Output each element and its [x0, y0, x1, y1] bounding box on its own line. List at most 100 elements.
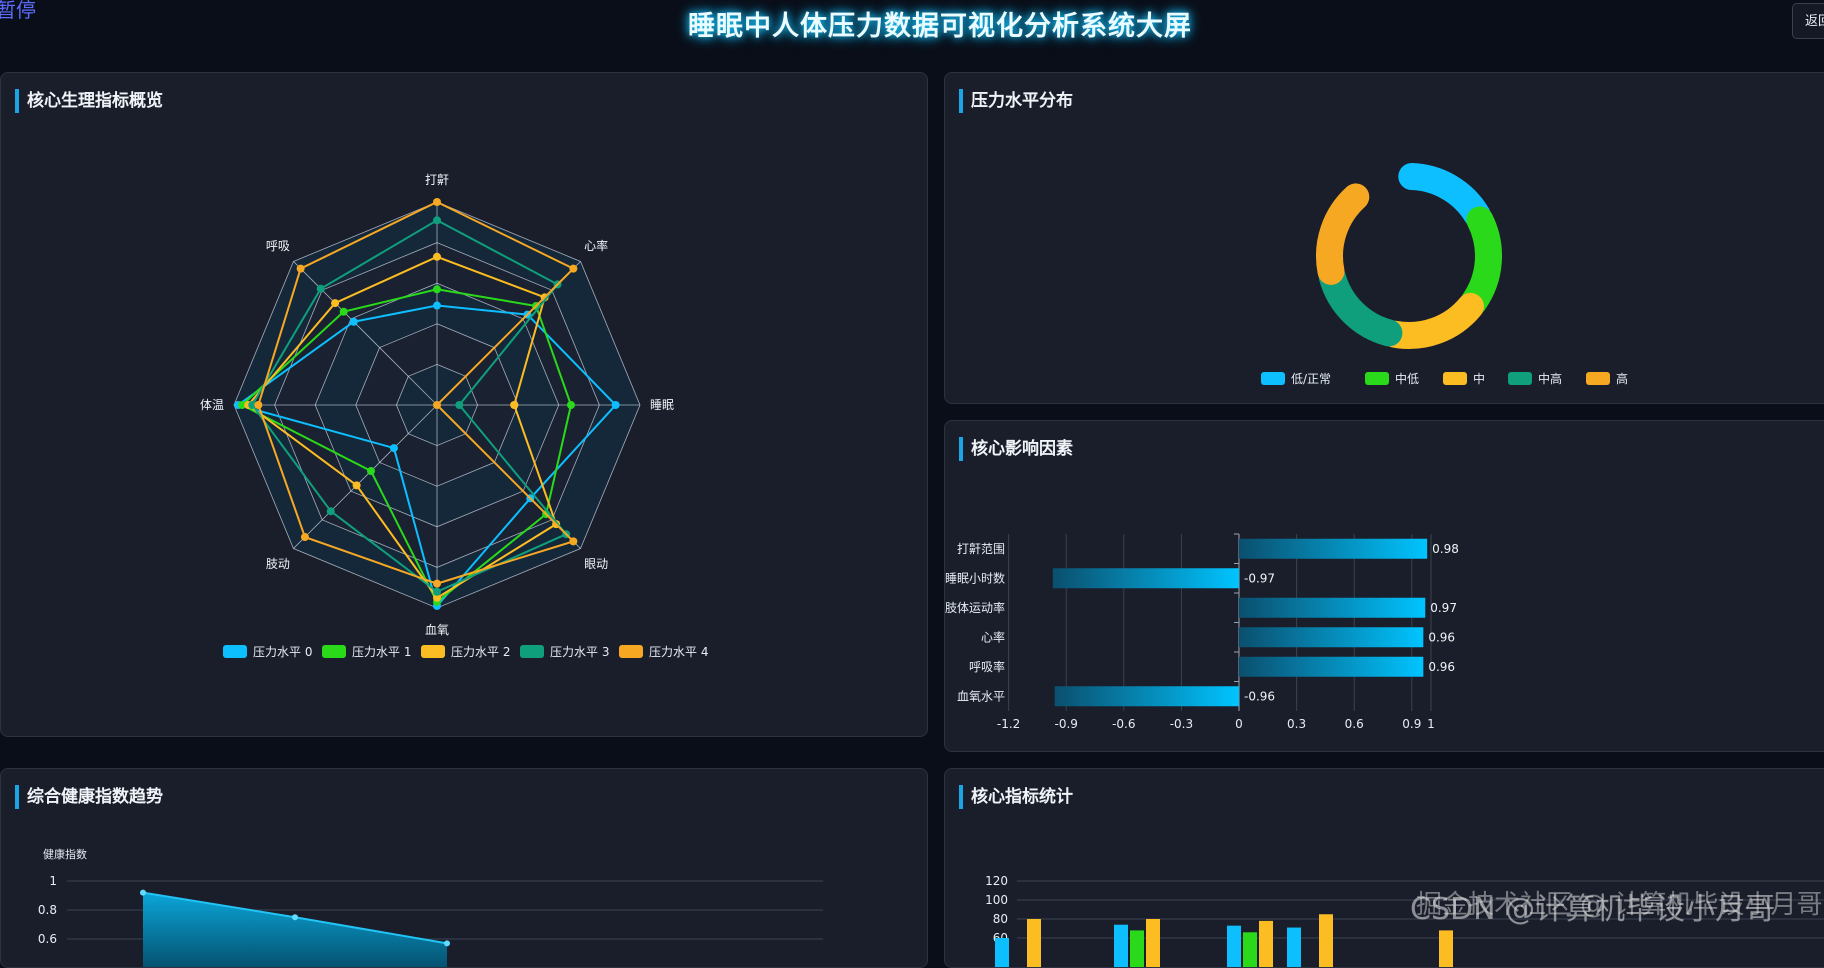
- radar-point: [455, 401, 464, 409]
- radar-point: [366, 467, 375, 476]
- legend-item[interactable]: 中: [1443, 371, 1485, 386]
- radar-point: [569, 537, 578, 546]
- radar-point: [339, 307, 348, 316]
- radar-point: [510, 401, 519, 409]
- radar-point: [326, 507, 335, 516]
- donut-chart: 低/正常 中低 中 中高 高: [1261, 163, 1628, 386]
- factors-panel: 核心影响因素 -1.2 -0.9 -0.6 -0.3 0 0.3 0.6 0.9 1 打鼾范围 0.…: [944, 420, 1824, 752]
- trend-chart: 健康指数 1 0.8 0.6: [38, 847, 823, 967]
- legend-swatch: [1443, 372, 1467, 385]
- legend-item[interactable]: 压力水平 4: [619, 645, 708, 659]
- y-tick-label: 80: [993, 912, 1008, 926]
- panel-title: 压力水平分布: [959, 89, 1073, 113]
- donut-slice: [1380, 292, 1484, 349]
- radar-point: [566, 401, 575, 409]
- legend-label: 中低: [1395, 371, 1419, 386]
- y-category-label: 心率: [981, 629, 1005, 644]
- radar-point: [433, 285, 441, 294]
- legend-label: 低/正常: [1291, 372, 1331, 386]
- legend-item[interactable]: 压力水平 2: [421, 645, 510, 659]
- bar-value-label: 0.98: [1432, 542, 1459, 556]
- bar-value-label: -0.97: [1244, 571, 1275, 585]
- legend-label: 压力水平 1: [352, 645, 411, 659]
- legend-swatch: [322, 645, 346, 658]
- radar-point: [331, 299, 340, 308]
- stat-bar: [1114, 924, 1128, 967]
- donut-slice: [1398, 163, 1491, 229]
- legend-swatch: [223, 645, 247, 658]
- radar-indicator-label: 肢动: [266, 556, 290, 571]
- factors-bar-chart: -1.2 -0.9 -0.6 -0.3 0 0.3 0.6 0.9 1 打鼾范围 0.98 睡眠小时数…: [945, 533, 1459, 731]
- watermark-secondary: 掘金技术社区 @ 计算机毕设小月哥: [1416, 890, 1823, 920]
- trend-point: [444, 940, 450, 947]
- x-tick-label: 0.6: [1345, 717, 1364, 731]
- radar-point: [352, 481, 361, 490]
- panel-title: 核心生理指标概览: [15, 89, 163, 113]
- radar-point: [433, 216, 441, 225]
- radar-point: [569, 264, 578, 273]
- radar-indicator-label: 睡眠: [650, 398, 674, 412]
- trend-point: [292, 914, 298, 921]
- bar: [1239, 538, 1428, 559]
- legend-label: 中高: [1538, 371, 1562, 386]
- legend-label: 高: [1616, 371, 1628, 386]
- radar-point: [349, 317, 358, 326]
- y-tick-label: 1: [49, 874, 57, 888]
- radar-point: [433, 593, 441, 602]
- bar: [1239, 627, 1424, 648]
- y-category-label: 打鼾范围: [957, 541, 1005, 556]
- bar-value-label: -0.96: [1244, 689, 1275, 703]
- page-title: 睡眠中人体压力数据可视化分析系统大屏: [688, 11, 1192, 42]
- legend-item[interactable]: 低/正常: [1261, 372, 1331, 386]
- legend-swatch: [1508, 372, 1532, 385]
- panel-title: 核心指标统计: [959, 785, 1073, 809]
- donut-slice: [1460, 206, 1502, 316]
- x-tick-label: 1: [1427, 717, 1435, 731]
- x-tick-label: 0: [1235, 717, 1243, 731]
- radar-point: [611, 401, 620, 409]
- radar-axis: [293, 404, 438, 549]
- radar-indicator-label: 心率: [584, 238, 608, 253]
- radar-panel: 核心生理指标概览 打鼾 心率 睡眠 眼动 血氧 肢动 体温 呼吸 压力水平 0 压力水平 1 压力水…: [0, 72, 928, 737]
- legend-swatch: [619, 645, 643, 658]
- radar-indicator-label: 眼动: [584, 557, 608, 571]
- stat-bar: [995, 938, 1009, 967]
- pause-button[interactable]: 暂停: [0, 0, 36, 22]
- bar: [1239, 597, 1426, 618]
- radar-point: [248, 401, 257, 409]
- radar-point: [300, 533, 309, 542]
- stat-bar: [1227, 925, 1241, 967]
- donut-slice: [1318, 263, 1403, 347]
- legend-item[interactable]: 压力水平 3: [520, 645, 609, 659]
- legend-label: 压力水平 2: [451, 645, 510, 659]
- legend-item[interactable]: 中低: [1365, 371, 1419, 386]
- x-tick-label: -1.2: [997, 717, 1020, 731]
- donut-panel: 压力水平分布 低/正常 中低 中 中高 高: [944, 72, 1824, 404]
- bar-value-label: 0.96: [1428, 630, 1455, 644]
- y-axis-title: 健康指数: [43, 847, 87, 861]
- y-tick-label: 120: [985, 874, 1008, 888]
- legend-item[interactable]: 中高: [1508, 371, 1562, 386]
- legend-item[interactable]: 压力水平 0: [223, 645, 312, 659]
- y-category-label: 睡眠小时数: [945, 570, 1005, 585]
- panel-title: 综合健康指数趋势: [15, 785, 163, 809]
- legend-swatch: [1586, 372, 1610, 385]
- watermark: CSDN @计算机毕设小月哥: [1410, 892, 1776, 927]
- y-tick-label: 0.8: [38, 903, 57, 917]
- stats-bar-chart: 1201008060: [985, 874, 1824, 967]
- legend-item[interactable]: 高: [1586, 371, 1628, 386]
- radar-point: [316, 284, 325, 293]
- stat-bar: [1243, 932, 1257, 967]
- stat-bar: [1027, 919, 1041, 967]
- y-tick-label: 100: [985, 893, 1008, 907]
- legend-label: 压力水平 3: [550, 645, 609, 659]
- legend-label: 中: [1473, 371, 1485, 386]
- back-button[interactable]: 返回: [1792, 3, 1824, 39]
- trend-panel: 综合健康指数趋势 健康指数 1 0.8 0.6: [0, 768, 928, 968]
- legend-item[interactable]: 压力水平 1: [322, 645, 411, 659]
- x-tick-label: -0.9: [1054, 717, 1077, 731]
- stats-panel: 核心指标统计 1201008060: [944, 768, 1824, 968]
- trend-point: [140, 889, 146, 896]
- radar-indicator-label: 体温: [200, 398, 224, 412]
